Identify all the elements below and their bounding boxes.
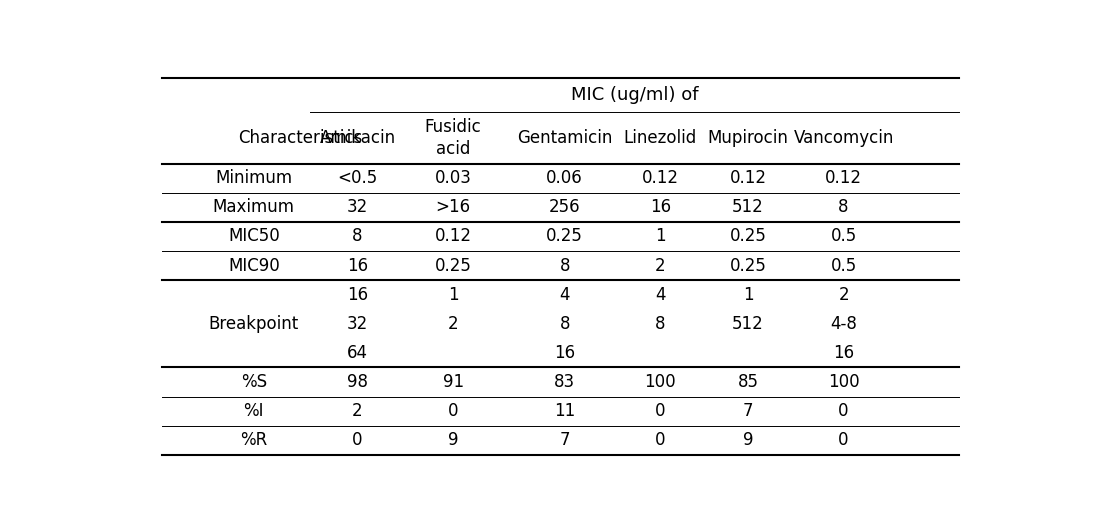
Text: 16: 16 bbox=[650, 198, 671, 216]
Text: %R: %R bbox=[241, 431, 267, 449]
Text: <0.5: <0.5 bbox=[337, 169, 377, 187]
Text: 0.12: 0.12 bbox=[642, 169, 678, 187]
Text: 100: 100 bbox=[828, 373, 860, 391]
Text: 512: 512 bbox=[732, 315, 764, 333]
Text: Minimum: Minimum bbox=[216, 169, 292, 187]
Text: %I: %I bbox=[244, 402, 264, 420]
Text: 16: 16 bbox=[554, 344, 575, 362]
Text: 8: 8 bbox=[352, 227, 363, 245]
Text: 83: 83 bbox=[554, 373, 575, 391]
Text: 0: 0 bbox=[655, 431, 665, 449]
Text: 0.5: 0.5 bbox=[830, 227, 857, 245]
Text: 0.03: 0.03 bbox=[434, 169, 472, 187]
Text: 0: 0 bbox=[447, 402, 458, 420]
Text: 2: 2 bbox=[447, 315, 458, 333]
Text: 0.5: 0.5 bbox=[830, 256, 857, 275]
Text: 0: 0 bbox=[352, 431, 363, 449]
Text: 1: 1 bbox=[447, 285, 458, 304]
Text: 512: 512 bbox=[732, 198, 764, 216]
Text: 9: 9 bbox=[447, 431, 458, 449]
Text: 32: 32 bbox=[347, 198, 368, 216]
Text: 0.12: 0.12 bbox=[434, 227, 472, 245]
Text: 2: 2 bbox=[838, 285, 849, 304]
Text: Breakpoint: Breakpoint bbox=[209, 315, 299, 333]
Text: 0.25: 0.25 bbox=[730, 227, 767, 245]
Text: 8: 8 bbox=[559, 315, 570, 333]
Text: 8: 8 bbox=[559, 256, 570, 275]
Text: 8: 8 bbox=[655, 315, 665, 333]
Text: 1: 1 bbox=[743, 285, 754, 304]
Text: 0: 0 bbox=[655, 402, 665, 420]
Text: 0: 0 bbox=[838, 431, 849, 449]
Text: 0.25: 0.25 bbox=[730, 256, 767, 275]
Text: 16: 16 bbox=[833, 344, 854, 362]
Text: 4: 4 bbox=[559, 285, 570, 304]
Text: 11: 11 bbox=[554, 402, 575, 420]
Text: 9: 9 bbox=[743, 431, 753, 449]
Text: Characteristics: Characteristics bbox=[237, 129, 362, 147]
Text: 0.12: 0.12 bbox=[730, 169, 767, 187]
Text: MIC90: MIC90 bbox=[228, 256, 280, 275]
Text: 1: 1 bbox=[655, 227, 665, 245]
Text: 0.25: 0.25 bbox=[546, 227, 583, 245]
Text: Mupirocin: Mupirocin bbox=[708, 129, 789, 147]
Text: >16: >16 bbox=[435, 198, 470, 216]
Text: 7: 7 bbox=[743, 402, 753, 420]
Text: Vancomycin: Vancomycin bbox=[793, 129, 894, 147]
Text: Maximum: Maximum bbox=[213, 198, 295, 216]
Text: 64: 64 bbox=[347, 344, 368, 362]
Text: Amikacin: Amikacin bbox=[319, 129, 396, 147]
Text: 8: 8 bbox=[838, 198, 849, 216]
Text: 0.12: 0.12 bbox=[825, 169, 862, 187]
Text: 4: 4 bbox=[655, 285, 665, 304]
Text: MIC (ug/ml) of: MIC (ug/ml) of bbox=[571, 86, 698, 105]
Text: 4-8: 4-8 bbox=[830, 315, 857, 333]
Text: 16: 16 bbox=[347, 285, 368, 304]
Text: 32: 32 bbox=[347, 315, 368, 333]
Text: 0.06: 0.06 bbox=[546, 169, 583, 187]
Text: 91: 91 bbox=[442, 373, 464, 391]
Text: Fusidic
acid: Fusidic acid bbox=[424, 118, 481, 158]
Text: Linezolid: Linezolid bbox=[624, 129, 697, 147]
Text: 2: 2 bbox=[352, 402, 363, 420]
Text: 0: 0 bbox=[838, 402, 849, 420]
Text: 0.25: 0.25 bbox=[434, 256, 472, 275]
Text: %S: %S bbox=[241, 373, 267, 391]
Text: 2: 2 bbox=[655, 256, 665, 275]
Text: 7: 7 bbox=[559, 431, 570, 449]
Text: Gentamicin: Gentamicin bbox=[517, 129, 613, 147]
Text: 256: 256 bbox=[549, 198, 581, 216]
Text: 100: 100 bbox=[644, 373, 676, 391]
Text: 16: 16 bbox=[347, 256, 368, 275]
Text: 85: 85 bbox=[737, 373, 758, 391]
Text: 98: 98 bbox=[347, 373, 368, 391]
Text: MIC50: MIC50 bbox=[228, 227, 280, 245]
